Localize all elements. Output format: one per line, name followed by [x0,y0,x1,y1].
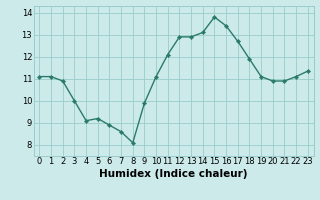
X-axis label: Humidex (Indice chaleur): Humidex (Indice chaleur) [99,169,248,179]
